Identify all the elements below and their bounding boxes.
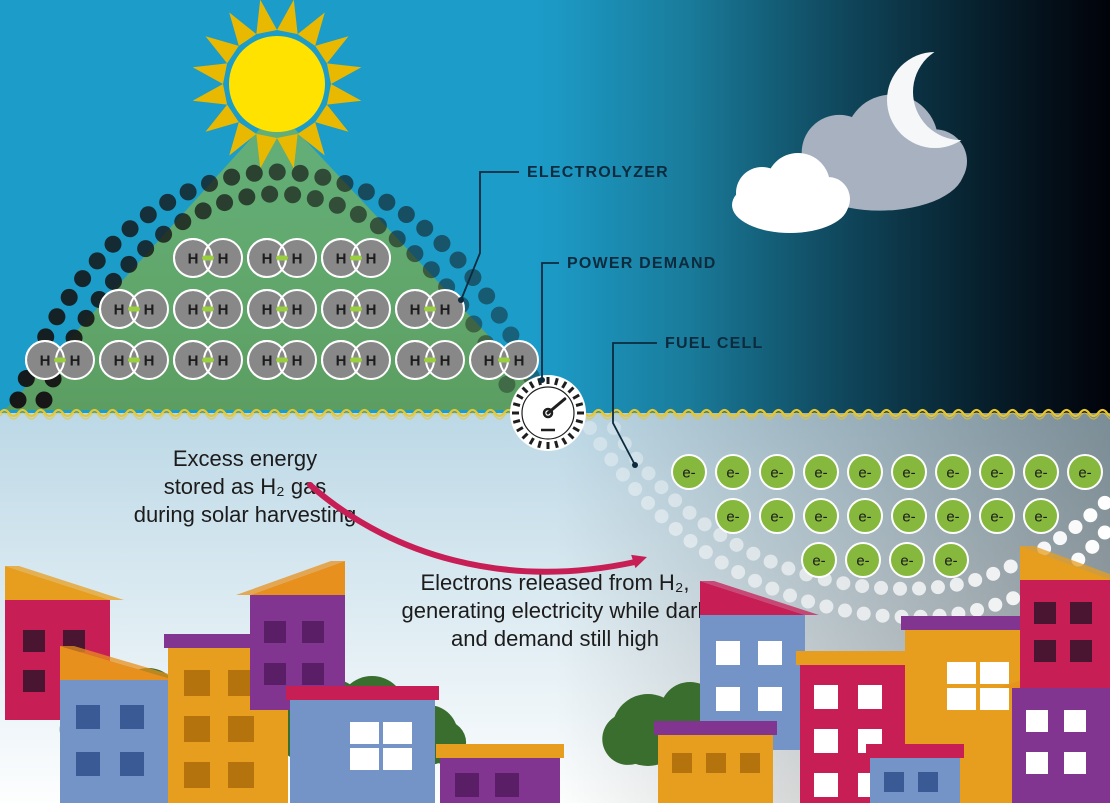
svg-text:e-: e- — [1034, 508, 1047, 525]
svg-text:H: H — [70, 352, 81, 369]
svg-text:e-: e- — [726, 464, 739, 481]
svg-text:e-: e- — [990, 508, 1003, 525]
svg-text:H: H — [218, 301, 229, 318]
svg-text:stored as H₂ gas: stored as H₂ gas — [164, 474, 327, 499]
svg-text:e-: e- — [770, 508, 783, 525]
electron: e- — [936, 499, 970, 533]
building — [866, 744, 964, 803]
electron: e- — [760, 455, 794, 489]
svg-text:e-: e- — [770, 464, 783, 481]
svg-text:H: H — [366, 250, 377, 267]
electron: e- — [804, 499, 838, 533]
svg-text:e-: e- — [902, 508, 915, 525]
svg-text:H: H — [40, 352, 51, 369]
svg-text:e-: e- — [858, 508, 871, 525]
building — [436, 744, 564, 803]
svg-text:H: H — [262, 352, 273, 369]
svg-text:H: H — [366, 301, 377, 318]
electron: e- — [980, 499, 1014, 533]
electron: e- — [892, 499, 926, 533]
electron: e- — [804, 455, 838, 489]
electron: e- — [716, 499, 750, 533]
svg-text:H: H — [410, 352, 421, 369]
svg-text:H: H — [336, 250, 347, 267]
electron: e- — [760, 499, 794, 533]
svg-text:H: H — [410, 301, 421, 318]
electron: e- — [892, 455, 926, 489]
svg-text:H: H — [440, 301, 451, 318]
callout-label: FUEL CELL — [665, 335, 764, 352]
electron: e- — [1024, 455, 1058, 489]
moon-icon — [887, 52, 983, 148]
electron: e- — [936, 455, 970, 489]
svg-text:generating electricity while d: generating electricity while dark — [402, 598, 710, 623]
svg-text:e-: e- — [944, 552, 957, 569]
svg-text:e-: e- — [856, 552, 869, 569]
electron: e- — [802, 543, 836, 577]
svg-text:H: H — [188, 352, 199, 369]
svg-text:H: H — [262, 301, 273, 318]
svg-text:H: H — [440, 352, 451, 369]
electron: e- — [848, 455, 882, 489]
svg-text:H: H — [114, 352, 125, 369]
electron: e- — [848, 499, 882, 533]
svg-text:e-: e- — [726, 508, 739, 525]
svg-text:H: H — [188, 301, 199, 318]
svg-text:H: H — [292, 352, 303, 369]
svg-text:H: H — [262, 250, 273, 267]
svg-text:and demand still high: and demand still high — [451, 626, 659, 651]
electron: e- — [1024, 499, 1058, 533]
svg-text:during solar harvesting: during solar harvesting — [134, 502, 357, 527]
svg-text:Excess energy: Excess energy — [173, 446, 317, 471]
callout-label: POWER DEMAND — [567, 255, 717, 272]
svg-text:H: H — [292, 301, 303, 318]
svg-text:e-: e- — [902, 464, 915, 481]
svg-text:e-: e- — [682, 464, 695, 481]
svg-text:H: H — [218, 352, 229, 369]
svg-text:e-: e- — [946, 508, 959, 525]
svg-text:H: H — [336, 352, 347, 369]
svg-text:H: H — [114, 301, 125, 318]
svg-text:H: H — [144, 352, 155, 369]
svg-text:e-: e- — [1078, 464, 1091, 481]
electron: e- — [672, 455, 706, 489]
svg-text:e-: e- — [1034, 464, 1047, 481]
svg-text:e-: e- — [858, 464, 871, 481]
svg-text:H: H — [292, 250, 303, 267]
svg-text:e-: e- — [812, 552, 825, 569]
electron: e- — [846, 543, 880, 577]
electron: e- — [716, 455, 750, 489]
svg-text:H: H — [144, 301, 155, 318]
power-meter-icon — [510, 375, 586, 451]
svg-text:e-: e- — [990, 464, 1003, 481]
electron: e- — [980, 455, 1014, 489]
svg-text:H: H — [514, 352, 525, 369]
building — [654, 721, 777, 803]
svg-text:e-: e- — [814, 464, 827, 481]
electron: e- — [934, 543, 968, 577]
building — [286, 686, 439, 803]
svg-text:e-: e- — [814, 508, 827, 525]
svg-text:H: H — [218, 250, 229, 267]
electron: e- — [890, 543, 924, 577]
svg-text:H: H — [484, 352, 495, 369]
callout-label: ELECTROLYZER — [527, 164, 669, 181]
svg-text:e-: e- — [946, 464, 959, 481]
svg-text:H: H — [366, 352, 377, 369]
svg-text:H: H — [188, 250, 199, 267]
svg-text:H: H — [336, 301, 347, 318]
svg-text:e-: e- — [900, 552, 913, 569]
electron: e- — [1068, 455, 1102, 489]
